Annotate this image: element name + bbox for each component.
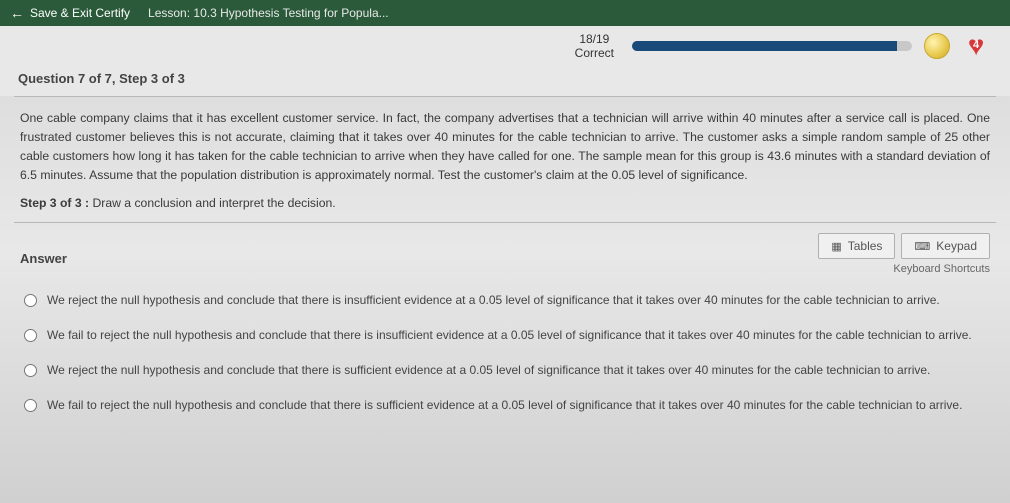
option-d[interactable]: We fail to reject the null hypothesis an…: [20, 388, 990, 423]
keypad-label: Keypad: [936, 239, 977, 253]
heart-count: 4: [973, 39, 979, 51]
option-d-text: We fail to reject the null hypothesis an…: [47, 397, 986, 414]
answer-label: Answer: [20, 233, 67, 266]
step-label: Step 3 of 3 :: [20, 196, 89, 210]
keypad-icon: ⌨: [914, 240, 930, 253]
progress-bar: [632, 41, 912, 51]
option-a-radio[interactable]: [24, 294, 37, 307]
option-b-radio[interactable]: [24, 329, 37, 342]
arrow-left-icon: ←: [10, 5, 24, 21]
option-a-text: We reject the null hypothesis and conclu…: [47, 292, 986, 309]
progress-row: 18/19 Correct ♥ 4: [0, 26, 1010, 67]
lesson-title: Lesson: 10.3 Hypothesis Testing for Popu…: [148, 6, 389, 20]
tables-button[interactable]: ▦ Tables: [818, 233, 895, 259]
question-header: Question 7 of 7, Step 3 of 3: [0, 67, 1010, 96]
tables-icon: ▦: [831, 240, 841, 253]
coin-icon: [924, 33, 950, 59]
keypad-button[interactable]: ⌨ Keypad: [901, 233, 990, 259]
option-c[interactable]: We reject the null hypothesis and conclu…: [20, 353, 990, 388]
option-b[interactable]: We fail to reject the null hypothesis an…: [20, 318, 990, 353]
score-value: 18/19: [575, 32, 614, 46]
top-bar: ← Save & Exit Certify Lesson: 10.3 Hypot…: [0, 0, 1010, 26]
heart-indicator: ♥ 4: [962, 32, 990, 60]
progress-fill: [632, 41, 897, 51]
keyboard-shortcuts-link[interactable]: Keyboard Shortcuts: [893, 263, 990, 275]
options-list: We reject the null hypothesis and conclu…: [0, 279, 1010, 422]
option-c-radio[interactable]: [24, 364, 37, 377]
option-b-text: We fail to reject the null hypothesis an…: [47, 327, 986, 344]
score-box: 18/19 Correct: [575, 32, 614, 61]
score-label: Correct: [575, 46, 614, 60]
tool-buttons: ▦ Tables ⌨ Keypad Keyboard Shortcuts: [818, 233, 990, 275]
tables-label: Tables: [848, 239, 883, 253]
step-text: Draw a conclusion and interpret the deci…: [89, 196, 336, 210]
step-line: Step 3 of 3 : Draw a conclusion and inte…: [0, 192, 1010, 220]
option-d-radio[interactable]: [24, 399, 37, 412]
option-c-text: We reject the null hypothesis and conclu…: [47, 362, 986, 379]
question-body: One cable company claims that it has exc…: [0, 97, 1010, 193]
answer-row: Answer ▦ Tables ⌨ Keypad Keyboard Shortc…: [0, 223, 1010, 279]
save-exit-label: Save & Exit Certify: [30, 6, 130, 20]
option-a[interactable]: We reject the null hypothesis and conclu…: [20, 283, 990, 318]
save-exit-button[interactable]: ← Save & Exit Certify: [10, 5, 130, 21]
